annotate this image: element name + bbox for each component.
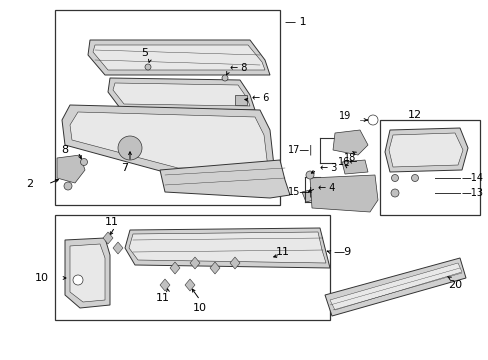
Text: — 1: — 1	[285, 17, 306, 27]
Polygon shape	[325, 258, 465, 316]
Polygon shape	[125, 228, 329, 268]
Text: ← 8: ← 8	[229, 63, 247, 73]
Text: —14: —14	[461, 173, 483, 183]
Polygon shape	[160, 279, 170, 291]
Polygon shape	[88, 40, 269, 75]
Text: 5: 5	[141, 48, 148, 58]
Polygon shape	[329, 263, 461, 310]
Polygon shape	[190, 257, 200, 269]
Text: 20: 20	[447, 280, 461, 290]
Text: ← 3: ← 3	[319, 163, 337, 173]
Polygon shape	[160, 160, 289, 198]
Polygon shape	[108, 78, 254, 110]
Polygon shape	[70, 112, 267, 168]
Text: 8: 8	[61, 145, 68, 155]
Polygon shape	[62, 105, 274, 175]
Polygon shape	[384, 128, 467, 172]
Circle shape	[305, 171, 313, 179]
Polygon shape	[103, 232, 113, 244]
Polygon shape	[93, 45, 264, 70]
Polygon shape	[341, 160, 367, 174]
Bar	[55, 215, 329, 320]
Polygon shape	[229, 257, 240, 269]
Circle shape	[390, 189, 398, 197]
Text: 18: 18	[343, 153, 355, 163]
Bar	[235, 95, 246, 105]
Circle shape	[411, 175, 418, 181]
Circle shape	[367, 115, 377, 125]
Polygon shape	[309, 175, 377, 212]
Polygon shape	[113, 242, 123, 254]
Text: 11: 11	[156, 293, 170, 303]
Text: 11: 11	[105, 217, 119, 227]
Polygon shape	[302, 188, 321, 202]
Circle shape	[73, 275, 83, 285]
Text: 12: 12	[407, 110, 421, 120]
Polygon shape	[388, 133, 462, 167]
Text: —13: —13	[461, 188, 483, 198]
Bar	[55, 10, 280, 205]
Circle shape	[81, 158, 87, 166]
Text: 10: 10	[35, 273, 49, 283]
Circle shape	[222, 75, 227, 81]
Polygon shape	[184, 279, 195, 291]
Bar	[379, 120, 479, 215]
Polygon shape	[65, 238, 110, 308]
Circle shape	[118, 136, 142, 160]
Text: —9: —9	[332, 247, 350, 257]
Text: 17—|: 17—|	[287, 145, 313, 155]
Text: ← 4: ← 4	[317, 183, 335, 193]
Text: 16←: 16←	[337, 157, 358, 167]
Circle shape	[64, 182, 72, 190]
Text: 11: 11	[275, 247, 289, 257]
Polygon shape	[170, 262, 180, 274]
Text: 10: 10	[193, 303, 206, 313]
Polygon shape	[332, 130, 367, 155]
Polygon shape	[129, 232, 325, 263]
Text: 15—|: 15—|	[287, 187, 313, 197]
Text: 7: 7	[121, 163, 128, 173]
Text: ← 6: ← 6	[251, 93, 269, 103]
Text: 19: 19	[338, 111, 350, 121]
Polygon shape	[113, 83, 249, 106]
Polygon shape	[209, 262, 220, 274]
Polygon shape	[70, 244, 105, 302]
Circle shape	[145, 64, 151, 70]
Circle shape	[391, 175, 398, 181]
Text: 2: 2	[26, 179, 34, 189]
Polygon shape	[57, 155, 85, 183]
